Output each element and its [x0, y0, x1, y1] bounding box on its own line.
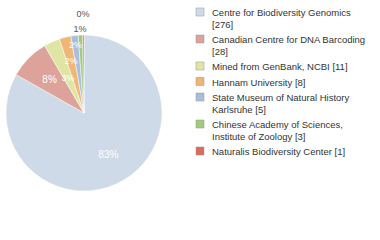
pie [6, 35, 162, 191]
data-label: 83% [98, 149, 118, 160]
pie-slice [16, 46, 84, 113]
legend-label: Naturalis Biodiversity Center [1] [212, 146, 345, 157]
legend-line: Canadian Centre for DNA Barcoding [212, 34, 365, 45]
data-label: 1% [74, 24, 87, 34]
legend-line: [28] [212, 46, 228, 57]
data-label: 8% [42, 74, 57, 85]
legend-line: Karlsruhe [5] [212, 104, 266, 115]
legend-line: Hannam University [8] [212, 77, 305, 88]
chart: 83% 8% 3% 2% 2% 1% 0% Centre for Biodiversity G… [0, 0, 380, 240]
legend-line: Chinese Academy of Sciences, [212, 119, 343, 130]
legend-swatch [196, 120, 204, 128]
data-label: 0% [77, 9, 90, 19]
legend-swatch [196, 147, 204, 155]
pie-slice [6, 35, 162, 191]
legend-label: Canadian Centre for DNA Barcoding[28] [212, 34, 365, 57]
legend-line: [276] [212, 19, 233, 30]
legend-line: State Museum of Natural History [212, 92, 350, 103]
pie-slice [83, 35, 84, 113]
legend-line: Centre for Biodiversity Genomics [212, 7, 351, 18]
legend-line: Institute of Zoology [3] [212, 131, 305, 142]
legend-label: Mined from GenBank, NCBI [11] [212, 61, 348, 72]
legend-label: Hannam University [8] [212, 77, 305, 88]
legend-label: State Museum of Natural HistoryKarlsruhe… [212, 92, 350, 115]
legend-label: Centre for Biodiversity Genomics[276] [212, 7, 351, 30]
legend-swatch [196, 78, 204, 86]
legend-swatch [196, 93, 204, 101]
data-label: 3% [61, 73, 74, 83]
legend-label: Chinese Academy of Sciences,Institute of… [212, 119, 343, 142]
legend-line: Naturalis Biodiversity Center [1] [212, 146, 345, 157]
legend-swatch [196, 62, 204, 70]
legend-swatch [196, 8, 204, 16]
data-label: 2% [69, 40, 82, 50]
legend-swatch [196, 35, 204, 43]
data-label: 2% [64, 56, 77, 66]
pie-slice [59, 36, 84, 113]
legend-line: Mined from GenBank, NCBI [11] [212, 61, 348, 72]
